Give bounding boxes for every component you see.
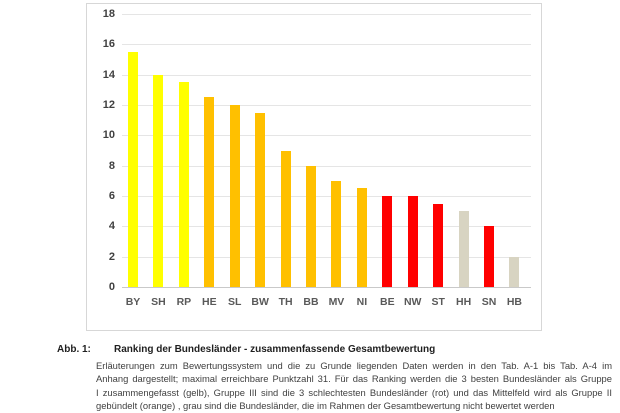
y-tick-label-2: 2 — [108, 250, 115, 263]
y-tick-label-4: 4 — [108, 220, 115, 233]
bar-SL — [229, 105, 240, 287]
gridline-14 — [122, 74, 531, 76]
caption-line-1: Erläuterungen zum Bewertungssystem und d… — [96, 360, 612, 371]
y-tick-label-14: 14 — [102, 68, 115, 81]
bar-HH — [458, 211, 469, 287]
bar-SN — [484, 226, 495, 287]
bar-ST — [433, 203, 444, 287]
x-tick-label-RP: RP — [176, 296, 192, 308]
bar-TH — [280, 150, 291, 287]
y-tick-label-0: 0 — [108, 281, 115, 293]
x-tick-label-BW: BW — [251, 296, 269, 308]
gridline-4 — [122, 226, 531, 228]
caption-line-2: Anhang dargestellt; maximal erreichbare … — [96, 373, 612, 385]
caption-line-4: gebündelt (orange) , grau sind die Bunde… — [96, 400, 555, 412]
x-tick-label-TH: TH — [278, 296, 293, 308]
bar-NI — [356, 188, 367, 287]
y-tick-label-18: 18 — [102, 8, 115, 20]
bar-HE — [204, 97, 215, 287]
x-tick-label-ST: ST — [431, 296, 445, 308]
bar-MV — [331, 180, 342, 287]
caption-line-3: I zusammengefasst (gelb), Gruppe III sin… — [96, 386, 612, 398]
x-tick-label-HH: HH — [455, 296, 472, 308]
caption-heading: Abb. 1: Ranking der Bundesländer - zusam… — [57, 344, 611, 355]
bar-BW — [255, 112, 266, 287]
gridline-12 — [122, 105, 531, 106]
y-tick-label-12: 12 — [102, 99, 115, 111]
x-tick-label-HE: HE — [201, 296, 217, 308]
gridline-6 — [122, 196, 531, 197]
x-tick-label-MV: MV — [328, 296, 345, 308]
x-tick-label-SN: SN — [481, 296, 497, 308]
figure-title: Ranking der Bundesländer - zusammenfasse… — [114, 344, 436, 355]
y-tick-label-6: 6 — [108, 190, 115, 202]
gridline-2 — [122, 256, 531, 258]
bar-NW — [407, 196, 418, 287]
caption-body: Erläuterungen zum Bewertungssystem und d… — [96, 359, 612, 413]
bar-BY — [128, 51, 138, 287]
gridline-18 — [122, 14, 531, 15]
x-tick-label-SH: SH — [151, 296, 166, 308]
x-tick-label-BB: BB — [303, 296, 319, 308]
x-tick-label-NI: NI — [356, 296, 368, 308]
y-tick-label-16: 16 — [102, 38, 115, 51]
x-tick-label-HB: HB — [506, 296, 523, 308]
figure-number-label: Abb. 1: — [57, 344, 91, 355]
bar-BE — [382, 196, 393, 287]
x-tick-label-BE: BE — [380, 296, 395, 308]
x-tick-label-NW: NW — [403, 296, 422, 308]
bar-RP — [178, 82, 189, 287]
ranking-bar-chart: 18 16 14 12 10 8 6 4 2 0 BY SH RP HE SL BW TH BB MV NI BE NW… — [86, 3, 542, 331]
y-tick-label-8: 8 — [108, 159, 115, 172]
gridline-10 — [122, 135, 531, 137]
gridline-8 — [122, 165, 531, 167]
x-tick-label-SL: SL — [228, 296, 242, 308]
gridline-16 — [122, 44, 531, 46]
y-tick-label-10: 10 — [102, 129, 115, 142]
x-tick-label-BY: BY — [125, 296, 141, 308]
plot-area — [122, 14, 531, 288]
figure-caption: Abb. 1: Ranking der Bundesländer - zusam… — [57, 344, 612, 411]
bar-BB — [306, 165, 316, 287]
bar-SH — [153, 74, 164, 287]
x-axis-line — [122, 287, 531, 288]
bar-HB — [509, 256, 520, 287]
